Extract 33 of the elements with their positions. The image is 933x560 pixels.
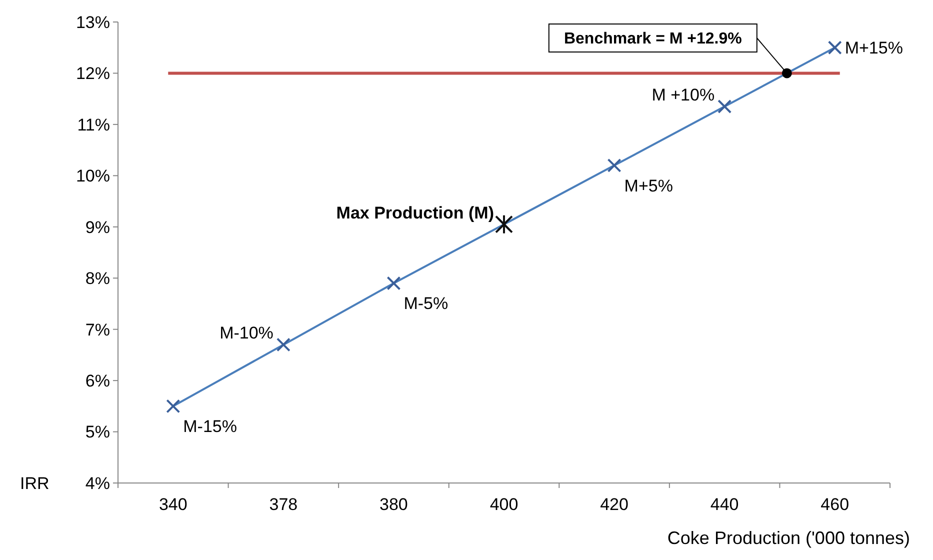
annotation: M+15% [844,38,903,58]
annotation: M-10% [220,324,274,343]
y-axis-title: IRR [20,474,50,493]
annotation: M +10% [652,85,715,104]
y-tick-label: 9% [85,218,110,237]
point [276,338,290,352]
y-tick-label: 10% [76,166,110,186]
x-tick-label: 378 [269,495,298,514]
x-tick-label: 420 [600,495,628,514]
x-axis-title: Coke Production ('000 tonnes) [667,528,910,548]
annotation: M-5% [404,294,448,314]
annotation: Max Production (M) [336,203,494,222]
x-tick-label: 400 [490,495,518,514]
point [607,158,622,172]
annotation: M+5% [624,176,673,196]
y-tick-label: 5% [85,422,110,442]
y-tick-label: 11% [77,115,110,134]
annotation: Benchmark = M +12.9% [564,30,742,48]
point [386,276,401,290]
y-tick-label: 7% [85,320,110,340]
y-tick-label: 6% [85,372,110,391]
point [166,399,180,414]
x-tick-label: 440 [710,495,739,514]
y-tick-label: 8% [85,269,110,288]
y-tick-label: 4% [85,474,110,493]
y-tick-label: 12% [76,64,110,84]
y-tick-label: 13% [76,12,110,32]
point [718,100,732,114]
annotation: M-15% [183,417,237,436]
point [828,40,842,55]
x-tick-label: 460 [820,495,850,514]
x-tick-label: 340 [158,495,188,514]
x-tick-label: 380 [380,495,408,514]
